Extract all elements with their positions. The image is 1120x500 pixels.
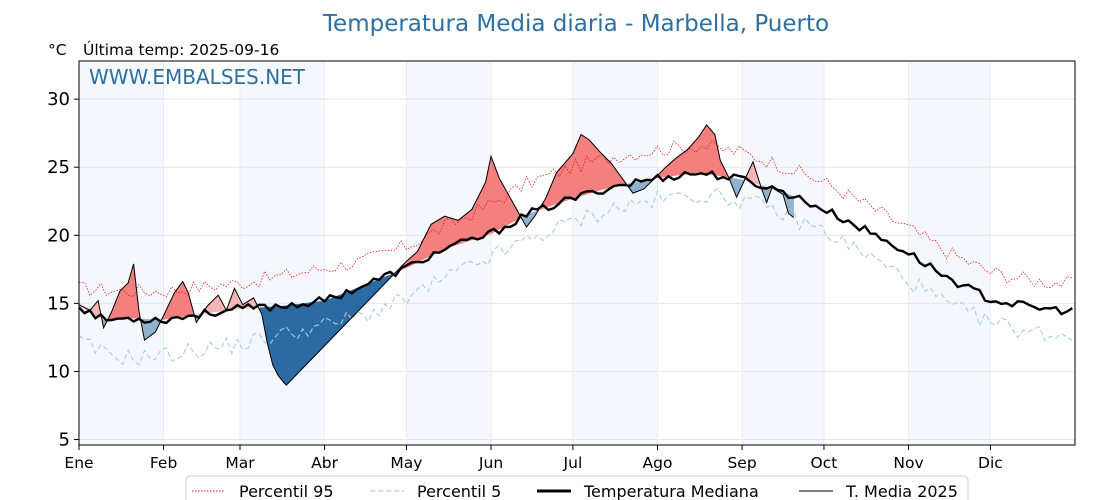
x-tick-label: Jul xyxy=(563,454,583,472)
legend-label-2025: T. Media 2025 xyxy=(845,482,958,500)
x-tick-label: Nov xyxy=(893,454,923,472)
x-tick-label: Oct xyxy=(811,454,838,472)
y-axis: 5 10 15 20 25 30 xyxy=(47,89,79,451)
series-line-p5 xyxy=(78,187,1073,366)
watermark: WWW.EMBALSES.NET xyxy=(89,65,306,89)
month-band xyxy=(239,61,325,445)
fill-below-median xyxy=(761,185,773,203)
x-tick-label: Sep xyxy=(727,454,756,472)
fill-below-median xyxy=(522,210,539,228)
legend-box xyxy=(185,475,969,500)
y-tick-label: 10 xyxy=(47,361,70,382)
y-tick-label: 25 xyxy=(47,157,70,178)
fill-above-median xyxy=(538,134,628,211)
month-bands xyxy=(79,61,991,445)
month-band xyxy=(79,61,164,445)
legend: Percentil 95 Percentil 5 Temperatura Med… xyxy=(185,475,969,500)
month-band xyxy=(742,61,824,445)
x-axis: Ene Feb Mar Abr May Jun Jul Ago Sep Oct Nov Dic xyxy=(64,445,1003,472)
x-tick-label: Dic xyxy=(978,454,1003,472)
fill-below-median xyxy=(141,318,163,341)
legend-label-p95: Percentil 95 xyxy=(239,482,334,500)
legend-label-median: Temperatura Mediana xyxy=(583,482,759,500)
x-tick-label: May xyxy=(390,454,422,472)
y-tick-label: 15 xyxy=(47,293,70,314)
x-tick-label: Abr xyxy=(311,454,338,472)
last-temp-label: Última temp: 2025-09-16 xyxy=(83,40,279,59)
chart-title: Temperatura Media diaria - Marbella, Pue… xyxy=(322,11,829,37)
fill-below-median xyxy=(729,177,745,198)
legend-label-p5: Percentil 5 xyxy=(417,482,501,500)
series-line-p95 xyxy=(78,140,1073,298)
plot-area xyxy=(78,60,1076,446)
plot-frame xyxy=(78,60,1076,446)
series-lines xyxy=(78,124,1073,386)
series-line-2025 xyxy=(78,124,795,386)
month-band xyxy=(572,61,658,445)
unit-label: °C xyxy=(48,41,67,59)
x-tick-label: Mar xyxy=(225,454,255,472)
fill-above-median xyxy=(654,125,730,179)
x-tick-label: Jun xyxy=(478,454,503,472)
fill-above-median xyxy=(162,281,195,320)
fill-below-median xyxy=(627,178,655,194)
y-tick-label: 30 xyxy=(47,89,70,110)
x-tick-label: Ago xyxy=(643,454,673,472)
fill-below-median xyxy=(774,189,794,218)
fill-above-median xyxy=(396,156,523,272)
x-tick-label: Feb xyxy=(150,454,177,472)
series-line-median xyxy=(78,170,1073,325)
fill-below-median xyxy=(259,271,397,386)
y-tick-label: 5 xyxy=(59,430,70,451)
x-tick-label: Ene xyxy=(64,454,93,472)
y-tick-label: 20 xyxy=(47,225,70,246)
